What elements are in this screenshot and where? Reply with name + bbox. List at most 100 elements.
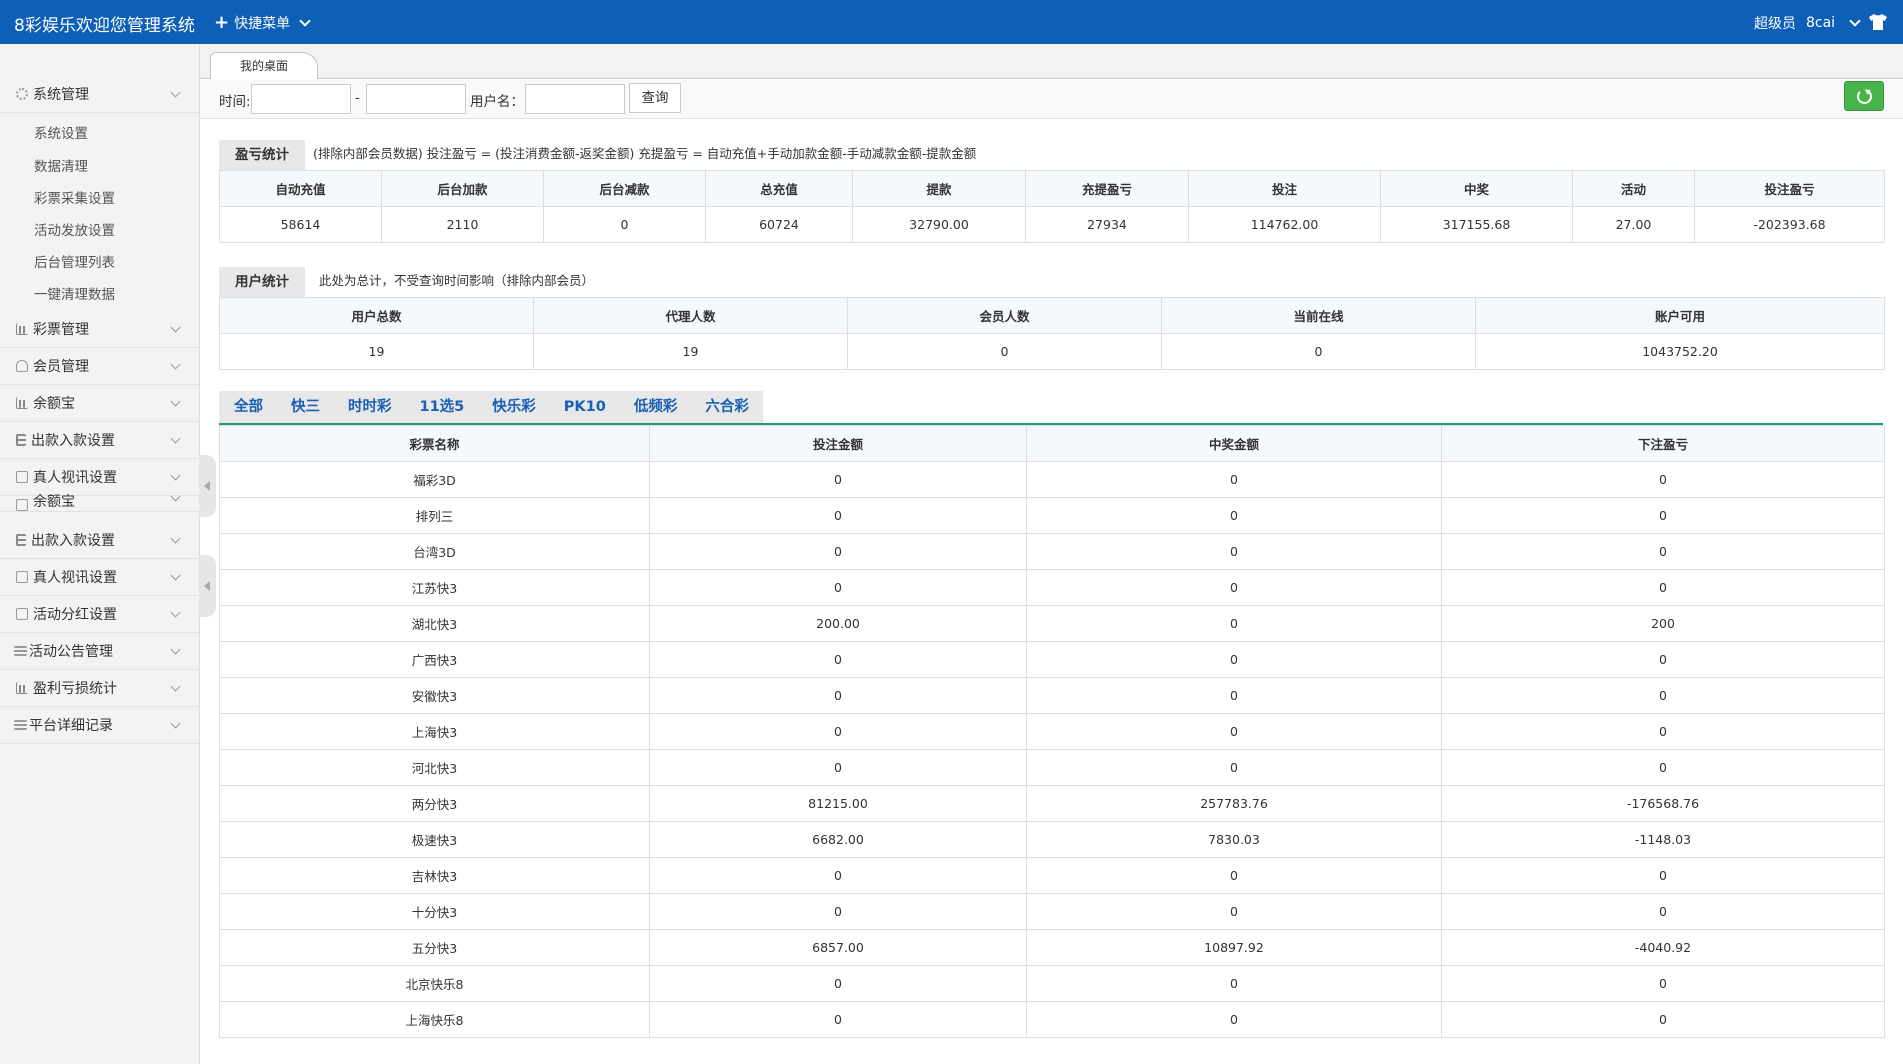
table-cell: 0 [1026, 569, 1442, 606]
table-cell: 0 [1441, 569, 1885, 606]
table-cell: 0 [649, 713, 1027, 750]
sidebar-group-8[interactable]: 真人视讯设置 [0, 559, 199, 596]
chevron-down-icon [170, 433, 181, 444]
table-row: 河北快3 0 0 0 [219, 749, 1885, 786]
profit-section-title: 盈亏统计 [219, 140, 305, 170]
table-cell: 1043752.20 [1475, 333, 1885, 370]
column-header: 彩票名称 [219, 425, 650, 462]
table-cell: 0 [1026, 533, 1442, 570]
column-header: 充提盈亏 [1025, 170, 1189, 207]
table-cell: 2110 [381, 206, 544, 243]
sidebar-group-11[interactable]: 盈利亏损统计 [0, 670, 199, 707]
table-cell: 广西快3 [219, 641, 650, 678]
lottery-tab[interactable]: 快三 [291, 399, 320, 415]
column-header: 总充值 [705, 170, 853, 207]
table-cell: 6682.00 [649, 821, 1027, 858]
lottery-tab[interactable]: 全部 [234, 399, 263, 415]
sidebar-group-4[interactable]: 出款入款设置 [0, 422, 199, 459]
table-cell: 福彩3D [219, 461, 650, 498]
sidebar-group-5[interactable]: 真人视讯设置 [0, 459, 199, 496]
table-cell: 19 [219, 333, 534, 370]
table-cell: 0 [1441, 749, 1885, 786]
lottery-tab[interactable]: PK10 [563, 399, 606, 415]
table-cell: 27.00 [1572, 206, 1695, 243]
column-header: 会员人数 [847, 297, 1162, 334]
table-cell: 0 [1026, 893, 1442, 930]
username-input[interactable] [525, 84, 625, 114]
table-row: 江苏快3 0 0 0 [219, 569, 1885, 606]
gear-icon [16, 88, 28, 100]
sidebar-subitem[interactable]: 活动发放设置 [34, 223, 115, 239]
table-row: 北京快乐8 0 0 0 [219, 965, 1885, 1002]
lottery-tab[interactable]: 快乐彩 [492, 399, 536, 415]
plus-icon: + [214, 12, 230, 33]
sidebar-group-6[interactable]: 余额宝 [0, 491, 199, 512]
table-cell: 0 [1441, 497, 1885, 534]
refresh-icon[interactable] [1844, 81, 1884, 111]
sidebar-collapse-handle[interactable] [199, 555, 216, 617]
sidebar-group-1[interactable]: 彩票管理 [0, 311, 199, 348]
app-title: 8彩娱乐欢迎您管理系统 [14, 16, 195, 36]
user-section-title: 用户统计 [219, 267, 305, 297]
table-cell: 0 [1441, 461, 1885, 498]
sidebar-group-label: 平台详细记录 [29, 718, 113, 734]
table-row: 两分快3 81215.00 257783.76 -176568.76 [219, 785, 1885, 822]
lottery-tab[interactable]: 时时彩 [348, 399, 392, 415]
table-cell: 114762.00 [1188, 206, 1381, 243]
sidebar-collapse-handle[interactable] [199, 455, 216, 517]
grid-icon [16, 499, 28, 511]
sidebar-subitem[interactable]: 一键清理数据 [34, 287, 115, 303]
tab-my-desktop[interactable]: 我的桌面 [210, 52, 318, 79]
sidebar-group-7[interactable]: 出款入款设置 [0, 522, 199, 559]
profit-table: 自动充值 后台加款 后台减款 总充值 提款 充提盈亏 投注 中奖 活动 投注盈亏 58614 211… [219, 170, 1885, 243]
table-row: 排列三 0 0 0 [219, 497, 1885, 534]
sidebar-group-9[interactable]: 活动分红设置 [0, 596, 199, 633]
query-button[interactable]: 查询 [629, 83, 681, 113]
lottery-tab[interactable]: 低频彩 [633, 399, 678, 415]
table-cell: 6857.00 [649, 929, 1027, 966]
grid-icon [16, 571, 28, 583]
column-header: 后台减款 [543, 170, 706, 207]
user-icon [16, 360, 28, 372]
doc-icon [14, 720, 27, 730]
user-menu[interactable]: 超级员 8cai [1754, 13, 1861, 33]
sidebar-group-12[interactable]: 平台详细记录 [0, 707, 199, 744]
sidebar-group-label: 彩票管理 [33, 322, 89, 338]
lottery-tab[interactable]: 11选5 [419, 399, 465, 415]
table-cell: -4040.92 [1441, 929, 1885, 966]
end-time-input[interactable] [366, 84, 466, 114]
sidebar-subitem[interactable]: 系统设置 [34, 126, 88, 142]
table-row: 58614 2110 0 60724 32790.00 27934 114762.00 317… [219, 206, 1885, 243]
sidebar-group-10[interactable]: 活动公告管理 [0, 633, 199, 670]
table-cell: 0 [649, 857, 1027, 894]
list-icon [16, 534, 26, 546]
lottery-tab[interactable]: 六合彩 [705, 399, 749, 415]
table-cell: 两分快3 [219, 785, 650, 822]
skin-icon[interactable] [1868, 13, 1888, 31]
chevron-down-icon [170, 322, 181, 333]
table-cell: 台湾3D [219, 533, 650, 570]
table-cell: 60724 [705, 206, 853, 243]
quick-menu-button[interactable]: + 快捷菜单 [214, 12, 311, 33]
username-label: 用户名： [470, 94, 524, 110]
column-header: 账户可用 [1475, 297, 1885, 334]
sidebar-subitem[interactable]: 数据清理 [34, 159, 88, 175]
table-cell: 江苏快3 [219, 569, 650, 606]
grid-icon [16, 471, 28, 483]
chevron-down-icon [170, 607, 181, 618]
sidebar-subitem[interactable]: 后台管理列表 [34, 255, 115, 271]
table-cell: 200 [1441, 605, 1885, 642]
sidebar-group-0[interactable]: 系统管理 [0, 76, 199, 113]
sidebar-subitem[interactable]: 彩票采集设置 [34, 191, 115, 207]
table-cell: 0 [1026, 965, 1442, 1002]
table-cell: -1148.03 [1441, 821, 1885, 858]
table-cell: 0 [649, 749, 1027, 786]
quick-menu-label: 快捷菜单 [234, 16, 291, 32]
sidebar-group-3[interactable]: 余额宝 [0, 385, 199, 422]
sidebar-group-label: 余额宝 [33, 494, 75, 510]
table-row: 19 19 0 0 1043752.20 [219, 333, 1885, 370]
table-cell: 10897.92 [1026, 929, 1442, 966]
sidebar-group-2[interactable]: 会员管理 [0, 348, 199, 385]
table-row: 湖北快3 200.00 0 200 [219, 605, 1885, 642]
start-time-input[interactable] [251, 84, 351, 114]
